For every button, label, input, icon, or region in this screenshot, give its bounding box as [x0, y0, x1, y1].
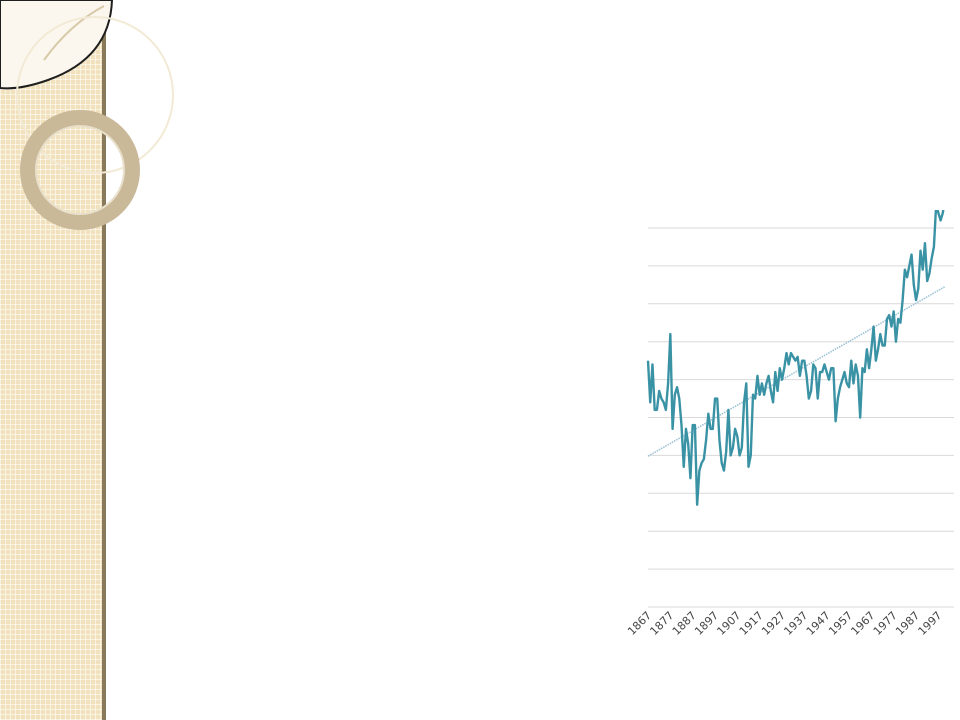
- x-tick-label-9: 1957: [826, 609, 855, 638]
- x-tick-label-3: 1897: [692, 609, 721, 638]
- x-tick-label-2: 1887: [670, 609, 699, 638]
- leaf-highlight: [43, 5, 105, 61]
- x-tick-label-12: 1987: [893, 609, 922, 638]
- x-tick-label-13: 1997: [915, 609, 944, 638]
- series-line: [646, 210, 945, 506]
- x-tick-label-1: 1877: [647, 609, 676, 638]
- x-tick-label-4: 1907: [714, 609, 743, 638]
- sidebar-edge: [102, 0, 106, 720]
- chart-lines: [646, 210, 946, 506]
- gold-ring-inner-edge: [35, 125, 125, 215]
- x-axis-ticks: 1867187718871897190719171927193719471957…: [625, 609, 944, 638]
- temperature-line-chart: 1867187718871897190719171927193719471957…: [625, 210, 954, 638]
- chart-gridlines: [648, 227, 954, 608]
- x-tick-label-10: 1967: [848, 609, 877, 638]
- large-ring: [16, 16, 174, 174]
- x-tick-label-8: 1947: [804, 609, 833, 638]
- x-tick-label-11: 1977: [871, 609, 900, 638]
- decorative-rings: [0, 0, 174, 230]
- x-tick-label-7: 1937: [781, 609, 810, 638]
- gold-ring: [20, 110, 140, 230]
- trend-line: [647, 285, 946, 457]
- x-tick-label-6: 1927: [759, 609, 788, 638]
- x-tick-label-0: 1867: [625, 609, 654, 638]
- x-tick-label-5: 1917: [737, 609, 766, 638]
